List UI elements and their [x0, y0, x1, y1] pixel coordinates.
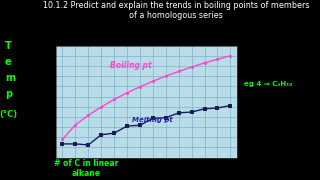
Text: # of C in linear
alkane: # of C in linear alkane: [54, 159, 119, 178]
Text: eg 4 ⇒ C₄H₁₀: eg 4 ⇒ C₄H₁₀: [244, 81, 292, 87]
Text: 10.1.2 Predict and explain the trends in boiling points of members
of a homologo: 10.1.2 Predict and explain the trends in…: [43, 1, 309, 20]
Text: e: e: [5, 57, 12, 67]
Text: T: T: [5, 41, 12, 51]
Text: Boiling pt: Boiling pt: [110, 61, 152, 70]
Text: (°C): (°C): [0, 110, 17, 119]
Text: m: m: [5, 73, 15, 83]
Text: Melting pt: Melting pt: [132, 117, 173, 123]
Text: p: p: [5, 89, 12, 99]
